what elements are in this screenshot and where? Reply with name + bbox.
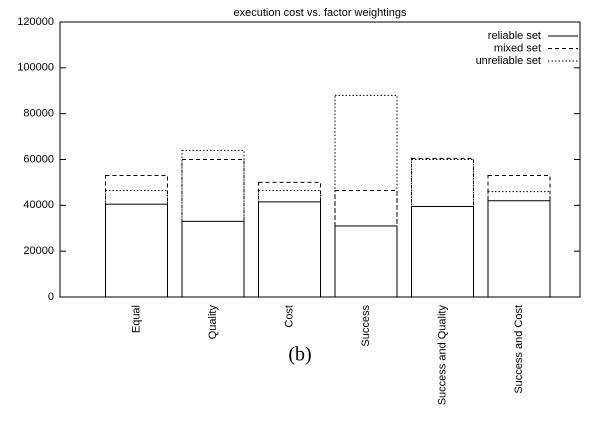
bar xyxy=(258,201,321,298)
x-tick-label: Success xyxy=(360,305,372,347)
x-tick-label: Cost xyxy=(283,305,295,328)
legend-label: unreliable set xyxy=(476,55,541,67)
y-tick-label: 120000 xyxy=(17,16,54,28)
bar xyxy=(258,189,321,298)
bar xyxy=(105,203,168,298)
y-tick-label: 60000 xyxy=(23,153,54,165)
legend-label: reliable set xyxy=(488,30,541,42)
x-tick-label: Equal xyxy=(130,305,142,333)
bar xyxy=(258,181,321,298)
legend-label: mixed set xyxy=(494,42,541,54)
caption: (b) xyxy=(288,344,311,366)
bar xyxy=(334,189,398,298)
x-tick-label: Success and Quality xyxy=(436,305,448,406)
y-tick-label: 100000 xyxy=(17,62,54,74)
bar xyxy=(411,159,474,298)
y-tick-label: 20000 xyxy=(23,245,54,257)
y-tick-label: 40000 xyxy=(23,199,54,211)
bar xyxy=(105,189,168,298)
bar xyxy=(487,191,551,298)
bar xyxy=(411,205,474,298)
bar xyxy=(181,220,245,298)
y-tick-label: 0 xyxy=(48,291,54,303)
chart-title: execution cost vs. factor weightings xyxy=(233,7,407,19)
x-tick-label: Quality xyxy=(207,305,219,340)
bar xyxy=(334,94,398,298)
bar xyxy=(334,225,398,298)
bar xyxy=(105,175,168,298)
x-tick-label: Success and Cost xyxy=(513,305,525,394)
bar xyxy=(411,157,474,298)
bar xyxy=(487,200,551,298)
bar xyxy=(181,159,245,298)
bar xyxy=(487,175,551,298)
y-tick-label: 80000 xyxy=(23,108,54,120)
bar xyxy=(181,149,245,298)
